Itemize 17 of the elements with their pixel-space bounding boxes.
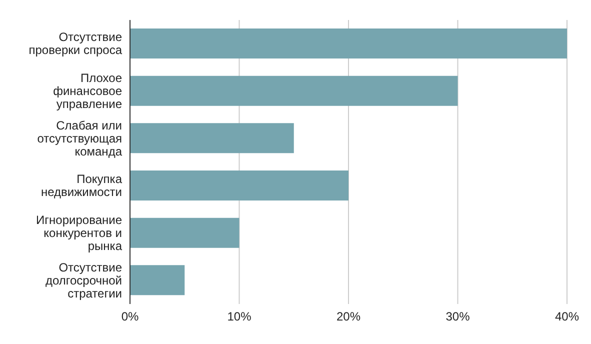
x-tick-label: 10% (227, 310, 252, 324)
y-tick-label: Покупка недвижимости (41, 172, 122, 200)
y-tick-label: Игнорирование конкурентов и рынка (36, 213, 122, 253)
bar (130, 76, 458, 106)
bar (130, 123, 294, 154)
y-tick-label: Отсутствие долгосрочной стратегии (45, 260, 122, 300)
bar (130, 265, 185, 296)
bar (130, 28, 567, 59)
x-tick-label: 0% (121, 310, 139, 324)
bar (130, 170, 348, 201)
x-tick-label: 20% (336, 310, 361, 324)
x-tick-label: 40% (554, 310, 580, 324)
bar (130, 218, 240, 248)
x-tick-label: 30% (446, 310, 470, 324)
y-tick-label: Отсутствие проверки спроса (28, 30, 122, 58)
y-tick-label: Плохое финансовое управление (53, 71, 122, 111)
y-tick-label: Слабая или отсутствующая команда (37, 118, 122, 158)
